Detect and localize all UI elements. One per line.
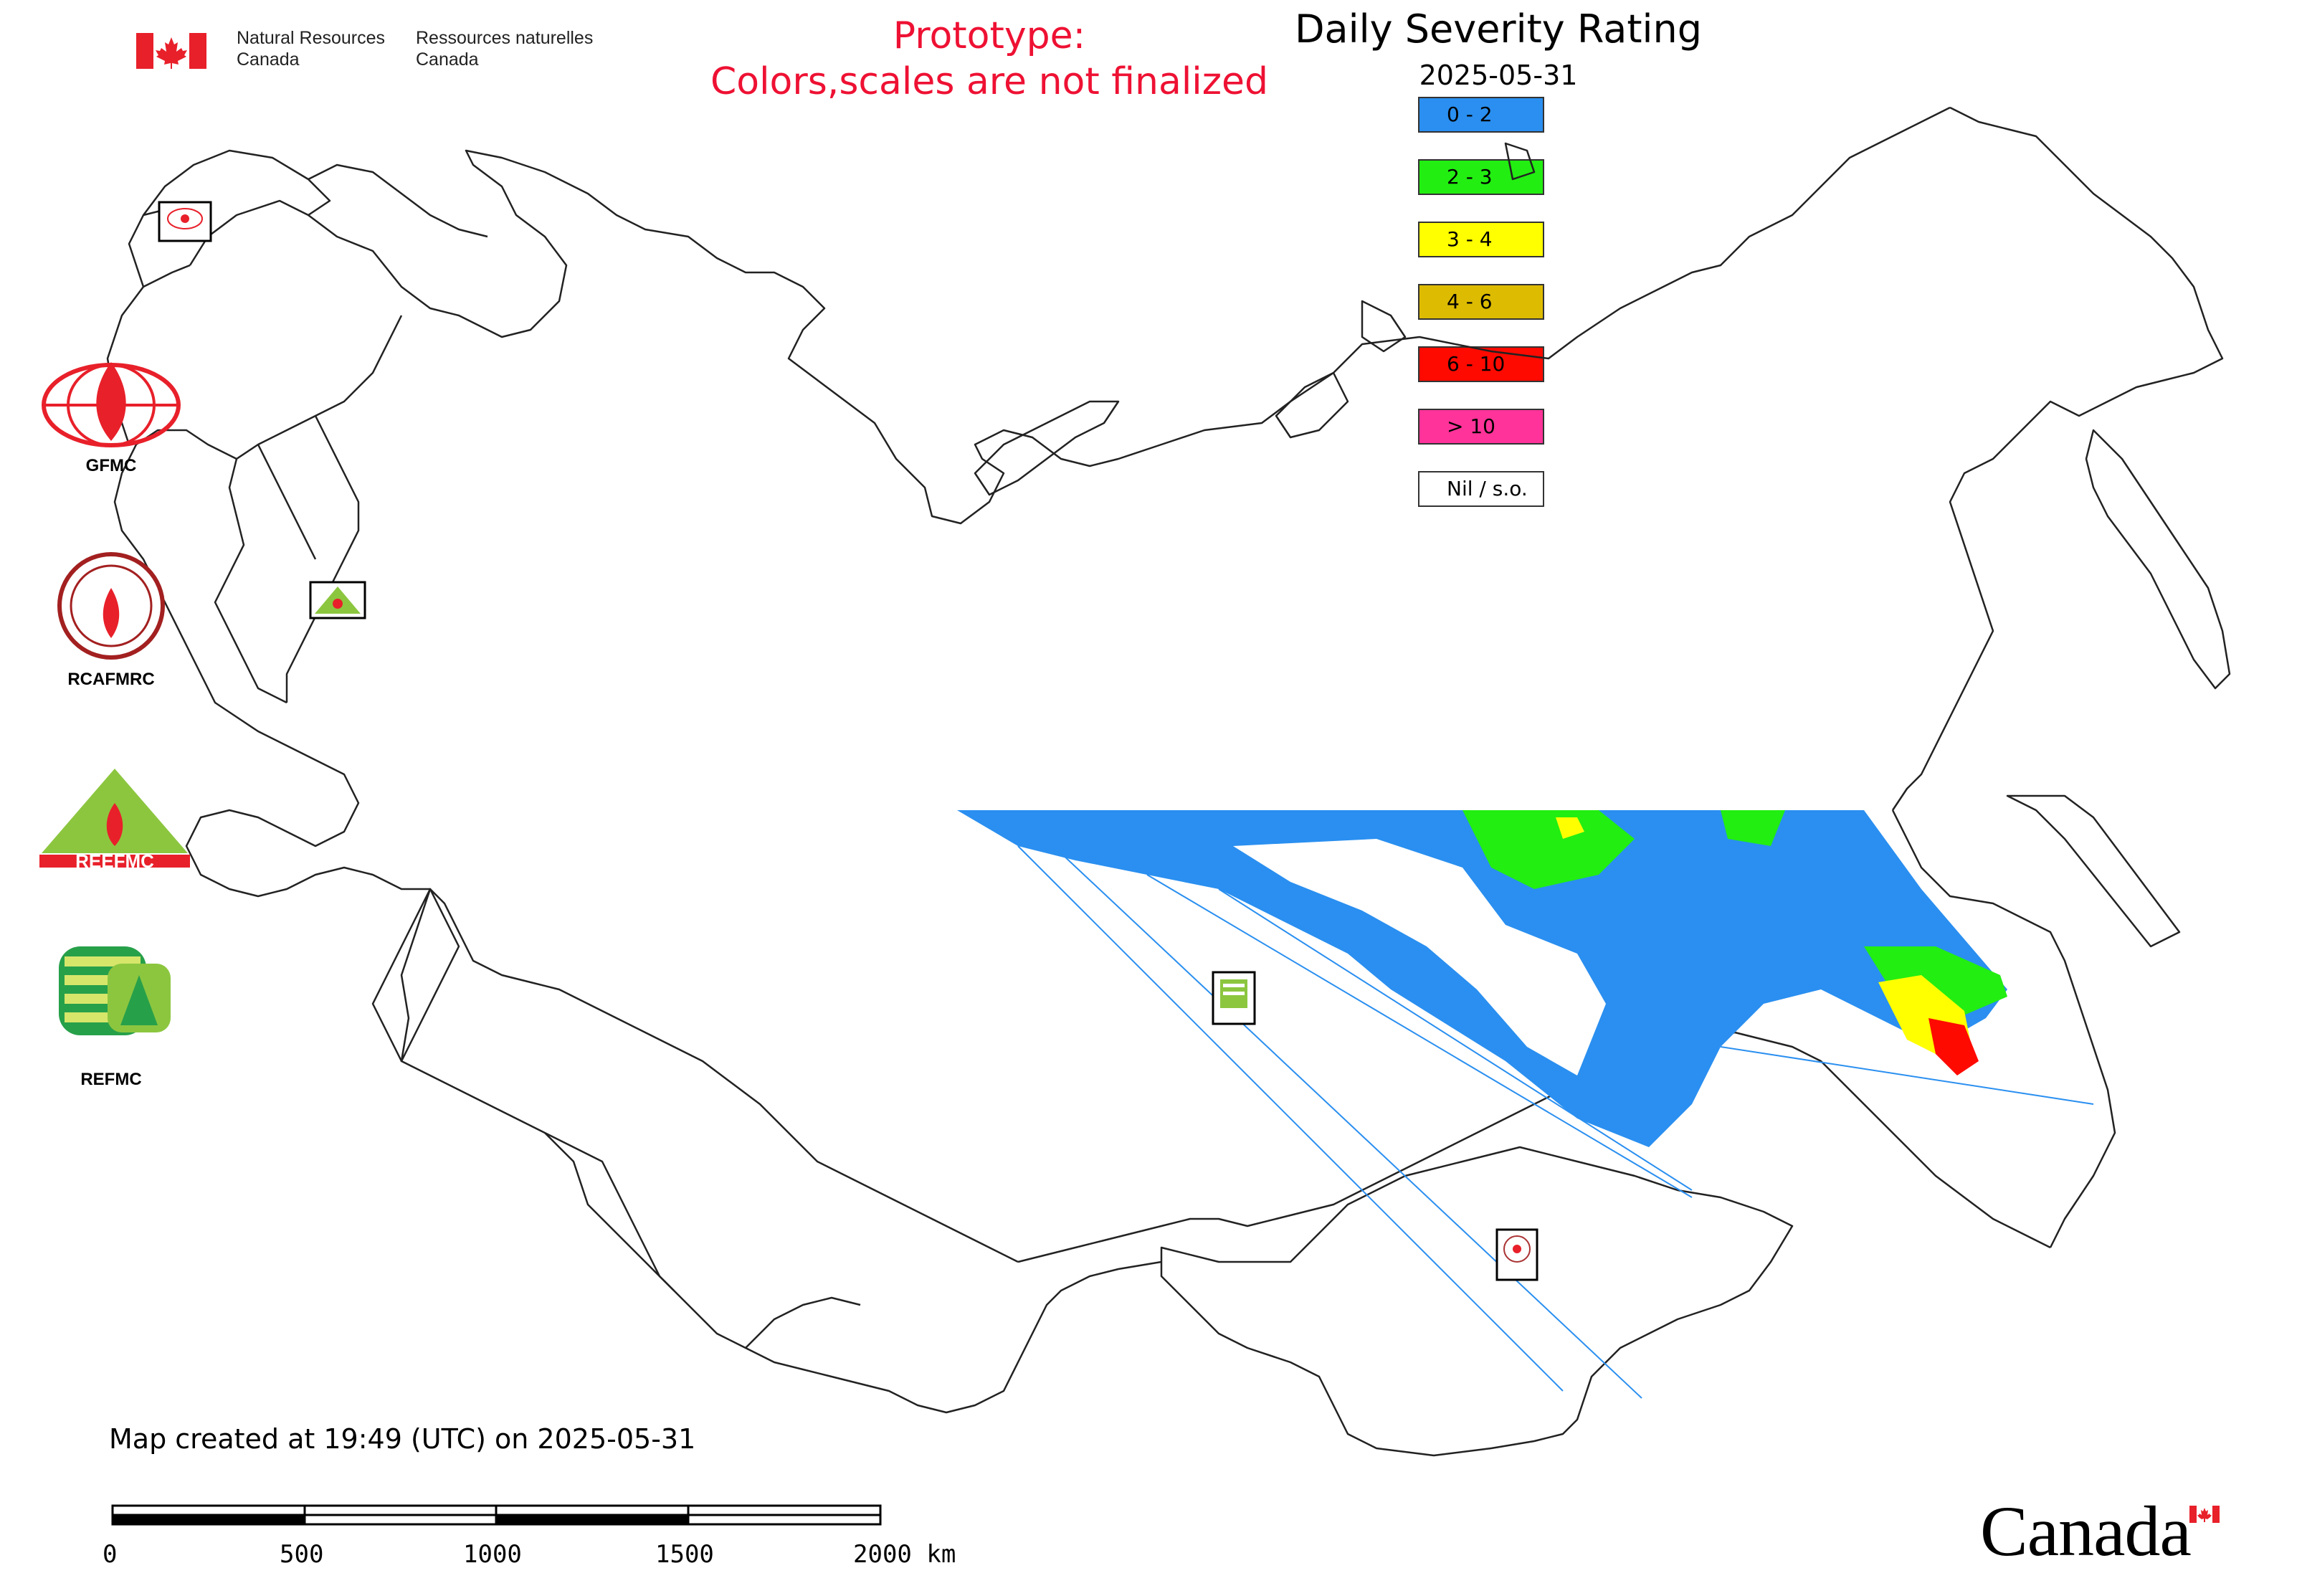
severity-coverage xyxy=(957,810,2094,1399)
coverage-green-region xyxy=(1462,810,1635,889)
coverage-yellow-spot xyxy=(1556,817,1584,839)
scale-label-1500: 1500 xyxy=(655,1540,714,1569)
scale-label-2000: 2000 km xyxy=(853,1540,956,1569)
refmc-caption: REFMC xyxy=(80,1070,142,1089)
legend-label: 2 - 3 xyxy=(1447,165,1493,189)
reefmc-caption: REEFMC xyxy=(75,850,154,872)
legend-label: 6 - 10 xyxy=(1447,352,1506,376)
nrcan-signature: Natural Resources Canada Ressources natu… xyxy=(136,27,609,77)
rcafmrc-caption: RCAFMRC xyxy=(67,670,155,689)
canada-wordmark: Canada xyxy=(1980,1490,2192,1572)
legend-label: 3 - 4 xyxy=(1447,227,1493,251)
reefmc-map-marker xyxy=(309,581,366,619)
refmc-logo xyxy=(59,946,171,1035)
nrcan-fr-line2: Canada xyxy=(416,49,479,70)
legend-item-6-10: 6 - 10 xyxy=(1418,346,1544,382)
nrcan-name-en: Natural Resources Canada xyxy=(237,27,385,70)
map-title: Daily Severity Rating xyxy=(1294,6,1703,52)
legend-item-gt-10: > 10 xyxy=(1418,409,1544,445)
coverage-green-region-2 xyxy=(1721,810,1785,846)
gfmc-logo xyxy=(42,362,181,447)
scale-label-500: 500 xyxy=(280,1540,324,1569)
canada-wordmark-text: Canada xyxy=(1980,1491,2192,1571)
refmc-map-marker xyxy=(1212,971,1256,1025)
legend-label: 4 - 6 xyxy=(1447,290,1493,313)
prototype-line2: Colors,scales are not finalized xyxy=(710,60,1269,103)
map-date: 2025-05-31 xyxy=(1419,60,1578,91)
legend-item-nil: Nil / s.o. xyxy=(1418,471,1544,507)
nrcan-en-line2: Canada xyxy=(237,49,300,70)
legend-label: Nil / s.o. xyxy=(1447,477,1528,500)
nrcan-name-fr: Ressources naturelles Canada xyxy=(416,27,593,70)
legend-item-3-4: 3 - 4 xyxy=(1418,222,1544,257)
map-created-note: Map created at 19:49 (UTC) on 2025-05-31 xyxy=(109,1423,696,1455)
legend-item-2-3: 2 - 3 xyxy=(1418,159,1544,195)
legend-item-0-2: 0 - 2 xyxy=(1418,97,1544,133)
legend-label: > 10 xyxy=(1447,414,1495,438)
reefmc-logo xyxy=(39,769,190,868)
nrcan-en-line1: Natural Resources xyxy=(237,28,386,48)
nrcan-fr-line1: Ressources naturelles xyxy=(416,28,594,48)
country-outlines xyxy=(106,106,2231,1457)
prototype-notice: Prototype: Colors,scales are not finaliz… xyxy=(631,13,1348,105)
canada-flag-icon xyxy=(136,33,206,69)
prototype-line1: Prototype: xyxy=(893,14,1086,57)
scale-label-0: 0 xyxy=(103,1540,118,1569)
coverage-white-gaps xyxy=(1233,839,1606,1075)
swath-streaks xyxy=(1017,845,2094,1399)
gfmc-caption: GFMC xyxy=(85,456,137,475)
coverage-red-region xyxy=(1928,1018,1979,1075)
wordmark-flag-icon xyxy=(2189,1506,2220,1523)
scale-label-1000: 1000 xyxy=(463,1540,522,1569)
rcafmrc-logo xyxy=(57,552,165,660)
legend-item-4-6: 4 - 6 xyxy=(1418,284,1544,320)
rcafmrc-map-marker xyxy=(1495,1228,1538,1281)
legend-label: 0 - 2 xyxy=(1447,103,1493,126)
scale-bar xyxy=(111,1504,882,1526)
gfmc-map-marker xyxy=(158,201,212,242)
